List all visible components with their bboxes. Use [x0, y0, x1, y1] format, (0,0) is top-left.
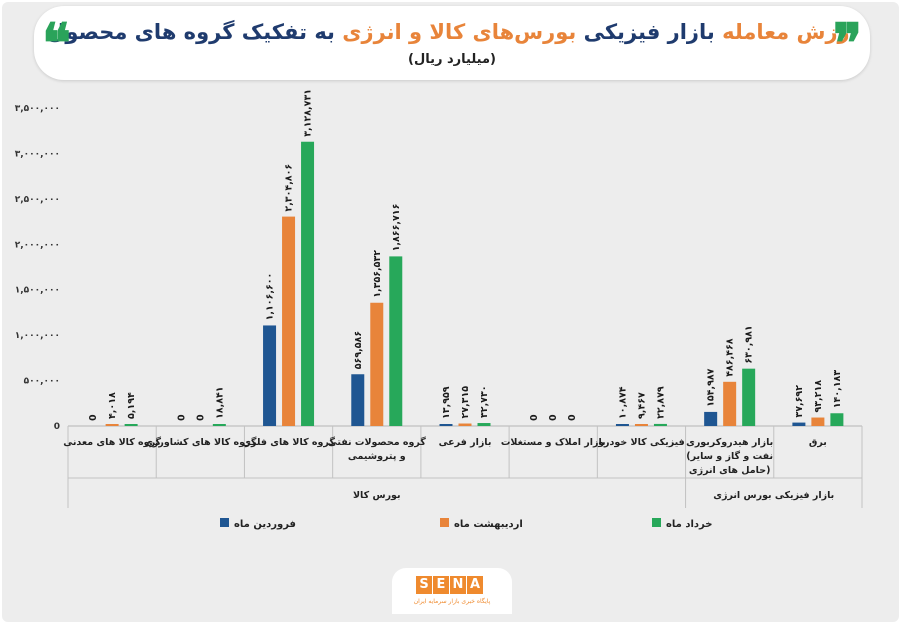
- data-label: 0: [529, 414, 540, 421]
- bar: [439, 424, 453, 426]
- data-label: ۴,۰۱۸: [107, 392, 118, 419]
- data-label: ۱۵۴,۹۸۷: [706, 368, 717, 407]
- quote-close-icon: ❞: [832, 11, 862, 75]
- data-label: ۵۶۹,۵۸۶: [353, 331, 364, 369]
- data-label: ۲۲,۸۷۹: [655, 386, 666, 419]
- category-label: (نفت و گاز و سایر: [686, 450, 773, 462]
- chart-subtitle: (میلیارد ریال): [408, 52, 496, 67]
- bar: [458, 423, 472, 426]
- category-label: بازار هیدروکربوری: [686, 437, 773, 448]
- data-label: ۴۸۶,۴۶۸: [725, 338, 736, 377]
- bar: [811, 417, 825, 426]
- title-part-2: بازار فیزیکی: [583, 20, 715, 44]
- bar: [263, 325, 277, 426]
- y-tick-label: ۱,۵۰۰,۰۰۰: [15, 286, 60, 296]
- bar: [370, 302, 384, 426]
- bar: [282, 216, 296, 426]
- sena-logo: S E N A: [416, 576, 483, 594]
- bar: [653, 423, 667, 426]
- data-label: ۱۸,۸۴۱: [214, 386, 225, 419]
- title-part-1: ارزش معامله: [722, 20, 857, 44]
- bar: [212, 424, 226, 426]
- data-label: ۳۲,۷۳۰: [479, 385, 490, 418]
- category-label: فیزیکی کالا خودرو: [597, 437, 685, 448]
- data-label: 0: [176, 414, 187, 421]
- title-part-4: به تفکیک گروه های محصول: [47, 20, 335, 44]
- chart-title: ارزش معامله بازار فیزیکی بورس‌های کالا و…: [34, 20, 870, 44]
- data-label: 0: [567, 414, 578, 421]
- legend-label: اردیبهشت ماه: [454, 519, 523, 530]
- data-label: 0: [548, 414, 559, 421]
- category-label: برق: [809, 437, 827, 448]
- bar: [742, 368, 756, 426]
- y-tick-label: ۱,۰۰۰,۰۰۰: [15, 331, 60, 341]
- group-label: بورس کالا: [353, 490, 401, 501]
- bar: [704, 411, 718, 426]
- category-label: بازار فرعی: [439, 437, 492, 448]
- category-label: گروه کالا های فلزی: [242, 436, 335, 448]
- bar: [351, 374, 365, 426]
- bar: [105, 424, 119, 426]
- data-label: ۲,۳۰۴,۸۰۶: [284, 164, 295, 212]
- data-label: ۱,۸۶۶,۷۱۶: [391, 204, 402, 252]
- category-label: گروه کالا های معدنی: [63, 436, 161, 448]
- bar: [477, 423, 491, 426]
- data-label: ۱۳,۹۵۹: [441, 386, 452, 419]
- bar: [389, 256, 403, 426]
- y-tick-label: ۵۰۰,۰۰۰: [24, 377, 60, 387]
- category-label: بازار املاک و مستغلات: [501, 437, 606, 448]
- data-label: ۹۳,۲۱۸: [813, 380, 824, 413]
- bar: [124, 424, 138, 426]
- category-label: گروه کالا های کشاورزی: [144, 436, 257, 448]
- title-banner: ارزش معامله بازار فیزیکی بورس‌های کالا و…: [34, 6, 870, 80]
- y-tick-label: ۳,۵۰۰,۰۰۰: [15, 104, 60, 114]
- title-part-3: بورس‌های کالا و انرژی: [342, 20, 577, 44]
- y-tick-label: ۳,۰۰۰,۰۰۰: [15, 149, 60, 159]
- bar: [723, 381, 737, 426]
- category-label: حامل های انرژی): [689, 465, 771, 476]
- bar: [634, 424, 648, 426]
- logo-letter: S: [416, 576, 432, 594]
- legend-swatch: [652, 518, 661, 527]
- data-label: ۲۷,۳۱۵: [460, 386, 471, 419]
- logo-letter: E: [433, 576, 449, 594]
- data-label: 0: [88, 414, 99, 421]
- bar: [830, 413, 844, 426]
- logo-letter: A: [467, 576, 483, 594]
- y-tick-label: 0: [54, 422, 60, 432]
- data-label: ۱,۳۵۶,۵۳۲: [372, 250, 383, 298]
- logo-tagline: پایگاه خبری بازار سرمایه ایران: [413, 598, 491, 605]
- bar: [301, 141, 315, 427]
- data-label: ۹,۴۶۷: [636, 392, 647, 419]
- legend-swatch: [440, 518, 449, 527]
- quote-open-icon: ❝: [42, 11, 72, 75]
- data-label: 0: [195, 414, 206, 421]
- data-label: ۵,۱۹۴: [126, 392, 137, 419]
- data-label: ۱,۱۰۶,۶۰۰: [265, 273, 276, 321]
- bar: [615, 424, 629, 426]
- legend-label: خرداد ماه: [666, 519, 712, 530]
- data-label: ۱۴۰,۱۸۳: [832, 370, 843, 409]
- legend-swatch: [220, 518, 229, 527]
- data-label: ۱۰,۸۷۴: [617, 386, 628, 419]
- bar: [792, 422, 806, 426]
- data-label: ۳,۱۲۸,۷۳۱: [303, 89, 314, 137]
- y-tick-label: ۲,۵۰۰,۰۰۰: [15, 195, 60, 205]
- data-label: ۳۷,۶۹۲: [794, 385, 805, 418]
- y-tick-label: ۲,۰۰۰,۰۰۰: [15, 240, 60, 250]
- group-label: بازار فیزیکی بورس انرژی: [713, 490, 834, 501]
- category-label: و پتروشیمی: [348, 451, 406, 462]
- data-label: ۶۳۰,۹۸۱: [744, 325, 755, 363]
- legend-label: فروردین ماه: [234, 519, 296, 530]
- logo-letter: N: [450, 576, 466, 594]
- category-label: گروه محصولات نفتی: [328, 436, 427, 448]
